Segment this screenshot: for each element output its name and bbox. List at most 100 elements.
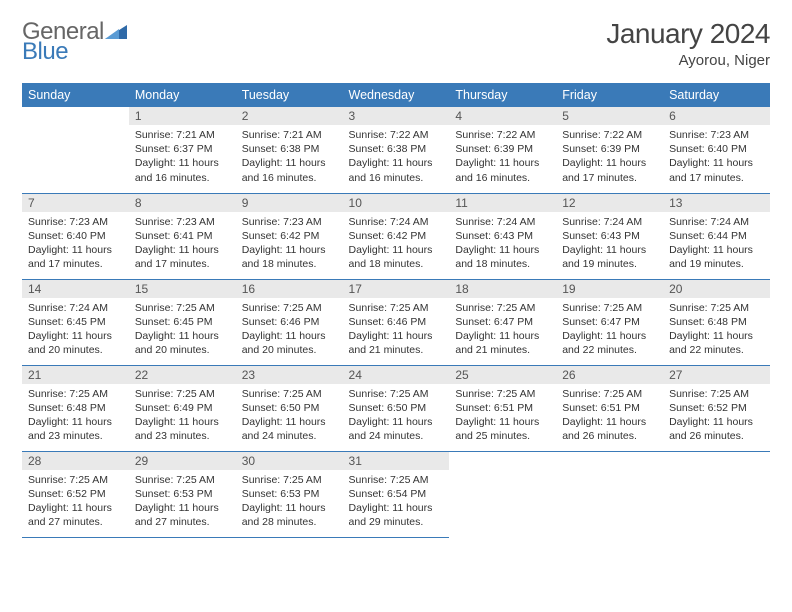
day-number: 29	[129, 452, 236, 470]
calendar-cell: 18Sunrise: 7:25 AMSunset: 6:47 PMDayligh…	[449, 279, 556, 365]
day-details: Sunrise: 7:25 AMSunset: 6:48 PMDaylight:…	[22, 384, 129, 450]
calendar-cell: 28Sunrise: 7:25 AMSunset: 6:52 PMDayligh…	[22, 451, 129, 537]
day-details: Sunrise: 7:25 AMSunset: 6:54 PMDaylight:…	[343, 470, 450, 536]
calendar-cell	[663, 451, 770, 537]
calendar-cell: 16Sunrise: 7:25 AMSunset: 6:46 PMDayligh…	[236, 279, 343, 365]
day-details: Sunrise: 7:25 AMSunset: 6:47 PMDaylight:…	[556, 298, 663, 364]
logo-line2: Blue	[22, 38, 68, 66]
day-number: 30	[236, 452, 343, 470]
day-number: 6	[663, 107, 770, 125]
day-details: Sunrise: 7:22 AMSunset: 6:38 PMDaylight:…	[343, 125, 450, 191]
calendar-table: SundayMondayTuesdayWednesdayThursdayFrid…	[22, 83, 770, 538]
day-number: 15	[129, 280, 236, 298]
day-details: Sunrise: 7:25 AMSunset: 6:46 PMDaylight:…	[236, 298, 343, 364]
weekday-header: Wednesday	[343, 83, 450, 107]
day-number: 4	[449, 107, 556, 125]
day-details: Sunrise: 7:23 AMSunset: 6:40 PMDaylight:…	[22, 212, 129, 278]
calendar-cell: 31Sunrise: 7:25 AMSunset: 6:54 PMDayligh…	[343, 451, 450, 537]
calendar-cell: 7Sunrise: 7:23 AMSunset: 6:40 PMDaylight…	[22, 193, 129, 279]
calendar-cell: 13Sunrise: 7:24 AMSunset: 6:44 PMDayligh…	[663, 193, 770, 279]
calendar-header-row: SundayMondayTuesdayWednesdayThursdayFrid…	[22, 83, 770, 107]
day-details: Sunrise: 7:25 AMSunset: 6:48 PMDaylight:…	[663, 298, 770, 364]
calendar-cell: 21Sunrise: 7:25 AMSunset: 6:48 PMDayligh…	[22, 365, 129, 451]
calendar-cell: 11Sunrise: 7:24 AMSunset: 6:43 PMDayligh…	[449, 193, 556, 279]
calendar-cell: 20Sunrise: 7:25 AMSunset: 6:48 PMDayligh…	[663, 279, 770, 365]
calendar-cell: 22Sunrise: 7:25 AMSunset: 6:49 PMDayligh…	[129, 365, 236, 451]
day-number: 12	[556, 194, 663, 212]
logo-text-blue: Blue	[22, 38, 68, 66]
day-number: 24	[343, 366, 450, 384]
location: Ayorou, Niger	[606, 52, 770, 69]
calendar-cell	[556, 451, 663, 537]
calendar-cell: 3Sunrise: 7:22 AMSunset: 6:38 PMDaylight…	[343, 107, 450, 193]
day-number: 3	[343, 107, 450, 125]
day-number: 9	[236, 194, 343, 212]
day-number: 25	[449, 366, 556, 384]
day-number: 2	[236, 107, 343, 125]
day-number: 1	[129, 107, 236, 125]
day-details: Sunrise: 7:24 AMSunset: 6:43 PMDaylight:…	[556, 212, 663, 278]
day-details: Sunrise: 7:25 AMSunset: 6:45 PMDaylight:…	[129, 298, 236, 364]
calendar-cell: 27Sunrise: 7:25 AMSunset: 6:52 PMDayligh…	[663, 365, 770, 451]
day-number: 7	[22, 194, 129, 212]
day-details: Sunrise: 7:24 AMSunset: 6:44 PMDaylight:…	[663, 212, 770, 278]
calendar-cell: 6Sunrise: 7:23 AMSunset: 6:40 PMDaylight…	[663, 107, 770, 193]
day-details: Sunrise: 7:25 AMSunset: 6:47 PMDaylight:…	[449, 298, 556, 364]
calendar-cell: 5Sunrise: 7:22 AMSunset: 6:39 PMDaylight…	[556, 107, 663, 193]
weekday-header: Thursday	[449, 83, 556, 107]
day-number: 18	[449, 280, 556, 298]
day-number: 28	[22, 452, 129, 470]
day-details: Sunrise: 7:25 AMSunset: 6:52 PMDaylight:…	[663, 384, 770, 450]
day-number: 13	[663, 194, 770, 212]
day-details: Sunrise: 7:25 AMSunset: 6:51 PMDaylight:…	[556, 384, 663, 450]
day-details: Sunrise: 7:25 AMSunset: 6:49 PMDaylight:…	[129, 384, 236, 450]
calendar-cell: 25Sunrise: 7:25 AMSunset: 6:51 PMDayligh…	[449, 365, 556, 451]
calendar-cell: 2Sunrise: 7:21 AMSunset: 6:38 PMDaylight…	[236, 107, 343, 193]
day-number: 26	[556, 366, 663, 384]
day-details: Sunrise: 7:25 AMSunset: 6:53 PMDaylight:…	[236, 470, 343, 536]
weekday-header: Tuesday	[236, 83, 343, 107]
calendar-cell	[22, 107, 129, 193]
logo-triangle-icon	[105, 18, 127, 46]
calendar-cell: 4Sunrise: 7:22 AMSunset: 6:39 PMDaylight…	[449, 107, 556, 193]
calendar-cell: 1Sunrise: 7:21 AMSunset: 6:37 PMDaylight…	[129, 107, 236, 193]
day-details: Sunrise: 7:25 AMSunset: 6:46 PMDaylight:…	[343, 298, 450, 364]
weekday-header: Friday	[556, 83, 663, 107]
day-number: 21	[22, 366, 129, 384]
day-number: 20	[663, 280, 770, 298]
calendar-cell: 9Sunrise: 7:23 AMSunset: 6:42 PMDaylight…	[236, 193, 343, 279]
day-number: 16	[236, 280, 343, 298]
day-number: 5	[556, 107, 663, 125]
calendar-cell: 10Sunrise: 7:24 AMSunset: 6:42 PMDayligh…	[343, 193, 450, 279]
day-number: 19	[556, 280, 663, 298]
calendar-body: 1Sunrise: 7:21 AMSunset: 6:37 PMDaylight…	[22, 107, 770, 537]
day-details: Sunrise: 7:22 AMSunset: 6:39 PMDaylight:…	[449, 125, 556, 191]
day-number: 14	[22, 280, 129, 298]
day-number: 27	[663, 366, 770, 384]
title-block: January 2024 Ayorou, Niger	[606, 18, 770, 69]
calendar-cell: 17Sunrise: 7:25 AMSunset: 6:46 PMDayligh…	[343, 279, 450, 365]
day-details: Sunrise: 7:23 AMSunset: 6:40 PMDaylight:…	[663, 125, 770, 191]
day-details: Sunrise: 7:22 AMSunset: 6:39 PMDaylight:…	[556, 125, 663, 191]
day-details: Sunrise: 7:24 AMSunset: 6:43 PMDaylight:…	[449, 212, 556, 278]
day-details: Sunrise: 7:25 AMSunset: 6:52 PMDaylight:…	[22, 470, 129, 536]
weekday-header: Monday	[129, 83, 236, 107]
month-title: January 2024	[606, 18, 770, 50]
calendar-cell: 29Sunrise: 7:25 AMSunset: 6:53 PMDayligh…	[129, 451, 236, 537]
calendar-cell: 24Sunrise: 7:25 AMSunset: 6:50 PMDayligh…	[343, 365, 450, 451]
calendar-cell: 12Sunrise: 7:24 AMSunset: 6:43 PMDayligh…	[556, 193, 663, 279]
weekday-header: Saturday	[663, 83, 770, 107]
calendar-cell: 8Sunrise: 7:23 AMSunset: 6:41 PMDaylight…	[129, 193, 236, 279]
day-number: 11	[449, 194, 556, 212]
day-details: Sunrise: 7:23 AMSunset: 6:42 PMDaylight:…	[236, 212, 343, 278]
day-details: Sunrise: 7:21 AMSunset: 6:37 PMDaylight:…	[129, 125, 236, 191]
day-details: Sunrise: 7:23 AMSunset: 6:41 PMDaylight:…	[129, 212, 236, 278]
day-details: Sunrise: 7:24 AMSunset: 6:42 PMDaylight:…	[343, 212, 450, 278]
header: General January 2024 Ayorou, Niger	[22, 18, 770, 69]
day-number: 8	[129, 194, 236, 212]
day-details: Sunrise: 7:25 AMSunset: 6:51 PMDaylight:…	[449, 384, 556, 450]
day-details: Sunrise: 7:25 AMSunset: 6:50 PMDaylight:…	[343, 384, 450, 450]
day-number: 31	[343, 452, 450, 470]
calendar-cell: 26Sunrise: 7:25 AMSunset: 6:51 PMDayligh…	[556, 365, 663, 451]
day-details: Sunrise: 7:25 AMSunset: 6:53 PMDaylight:…	[129, 470, 236, 536]
